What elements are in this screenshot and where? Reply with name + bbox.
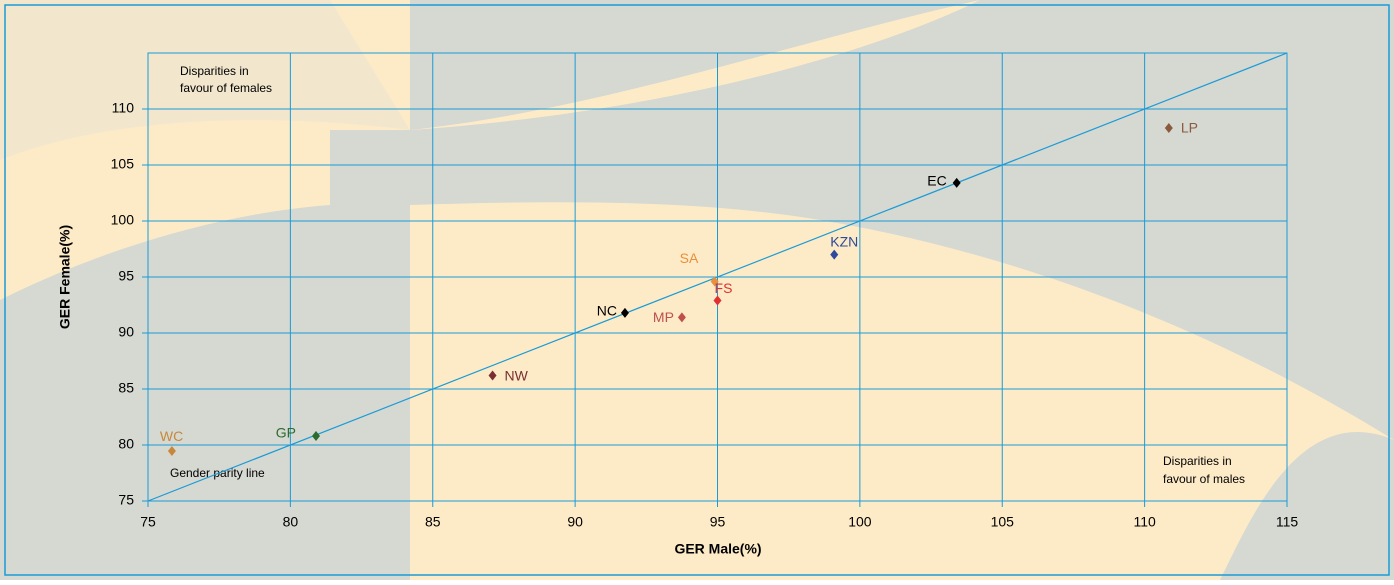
x-tick-label: 100	[848, 514, 872, 530]
point-label: SA	[680, 250, 699, 266]
point	[952, 177, 961, 188]
annotation: favour of females	[180, 81, 272, 95]
x-tick-label: 95	[710, 514, 726, 530]
y-tick-label: 75	[118, 492, 134, 508]
point	[488, 370, 497, 381]
point	[620, 307, 629, 318]
bg-shape	[0, 205, 330, 580]
parity-line	[147, 52, 1288, 502]
bg-band	[330, 130, 410, 580]
x-tick-label: 80	[283, 514, 299, 530]
annotation: Disparities in	[180, 64, 249, 78]
point-label: FS	[715, 280, 733, 296]
x-tick-label: 75	[140, 514, 156, 530]
x-tick-label: 85	[425, 514, 441, 530]
point	[167, 446, 176, 457]
point-label: NC	[597, 303, 617, 319]
frame	[4, 4, 1390, 576]
bg-shape	[410, 0, 1394, 440]
point-label: EC	[927, 173, 946, 189]
point-label: NW	[505, 367, 529, 383]
y-tick-label: 100	[111, 212, 135, 228]
point	[830, 249, 839, 260]
y-axis-title: GER Female(%)	[57, 225, 73, 329]
x-tick-label: 115	[1276, 514, 1299, 530]
point	[713, 295, 722, 306]
annotation: Disparities in	[1163, 454, 1232, 468]
point-label: WC	[160, 428, 183, 444]
point-label: LP	[1181, 120, 1198, 136]
y-tick-label: 95	[118, 268, 134, 284]
point	[312, 431, 321, 442]
y-tick-label: 80	[118, 436, 134, 452]
point	[677, 312, 686, 323]
point-label: MP	[653, 309, 674, 325]
y-tick-label: 85	[118, 380, 134, 396]
point	[710, 276, 719, 287]
bg-shape	[1220, 432, 1394, 580]
y-tick-label: 105	[111, 156, 135, 172]
bg-shape	[0, 0, 410, 160]
annotation: favour of males	[1163, 472, 1245, 486]
y-tick-label: 110	[112, 100, 135, 116]
point	[1164, 123, 1173, 134]
point-label: GP	[276, 425, 296, 441]
x-tick-label: 110	[1133, 514, 1156, 530]
x-tick-label: 90	[567, 514, 583, 530]
point-label: KZN	[830, 233, 858, 249]
bg-shape	[410, 0, 980, 130]
x-axis-title: GER Male(%)	[674, 541, 761, 557]
x-tick-label: 105	[991, 514, 1015, 530]
y-tick-label: 90	[118, 324, 134, 340]
